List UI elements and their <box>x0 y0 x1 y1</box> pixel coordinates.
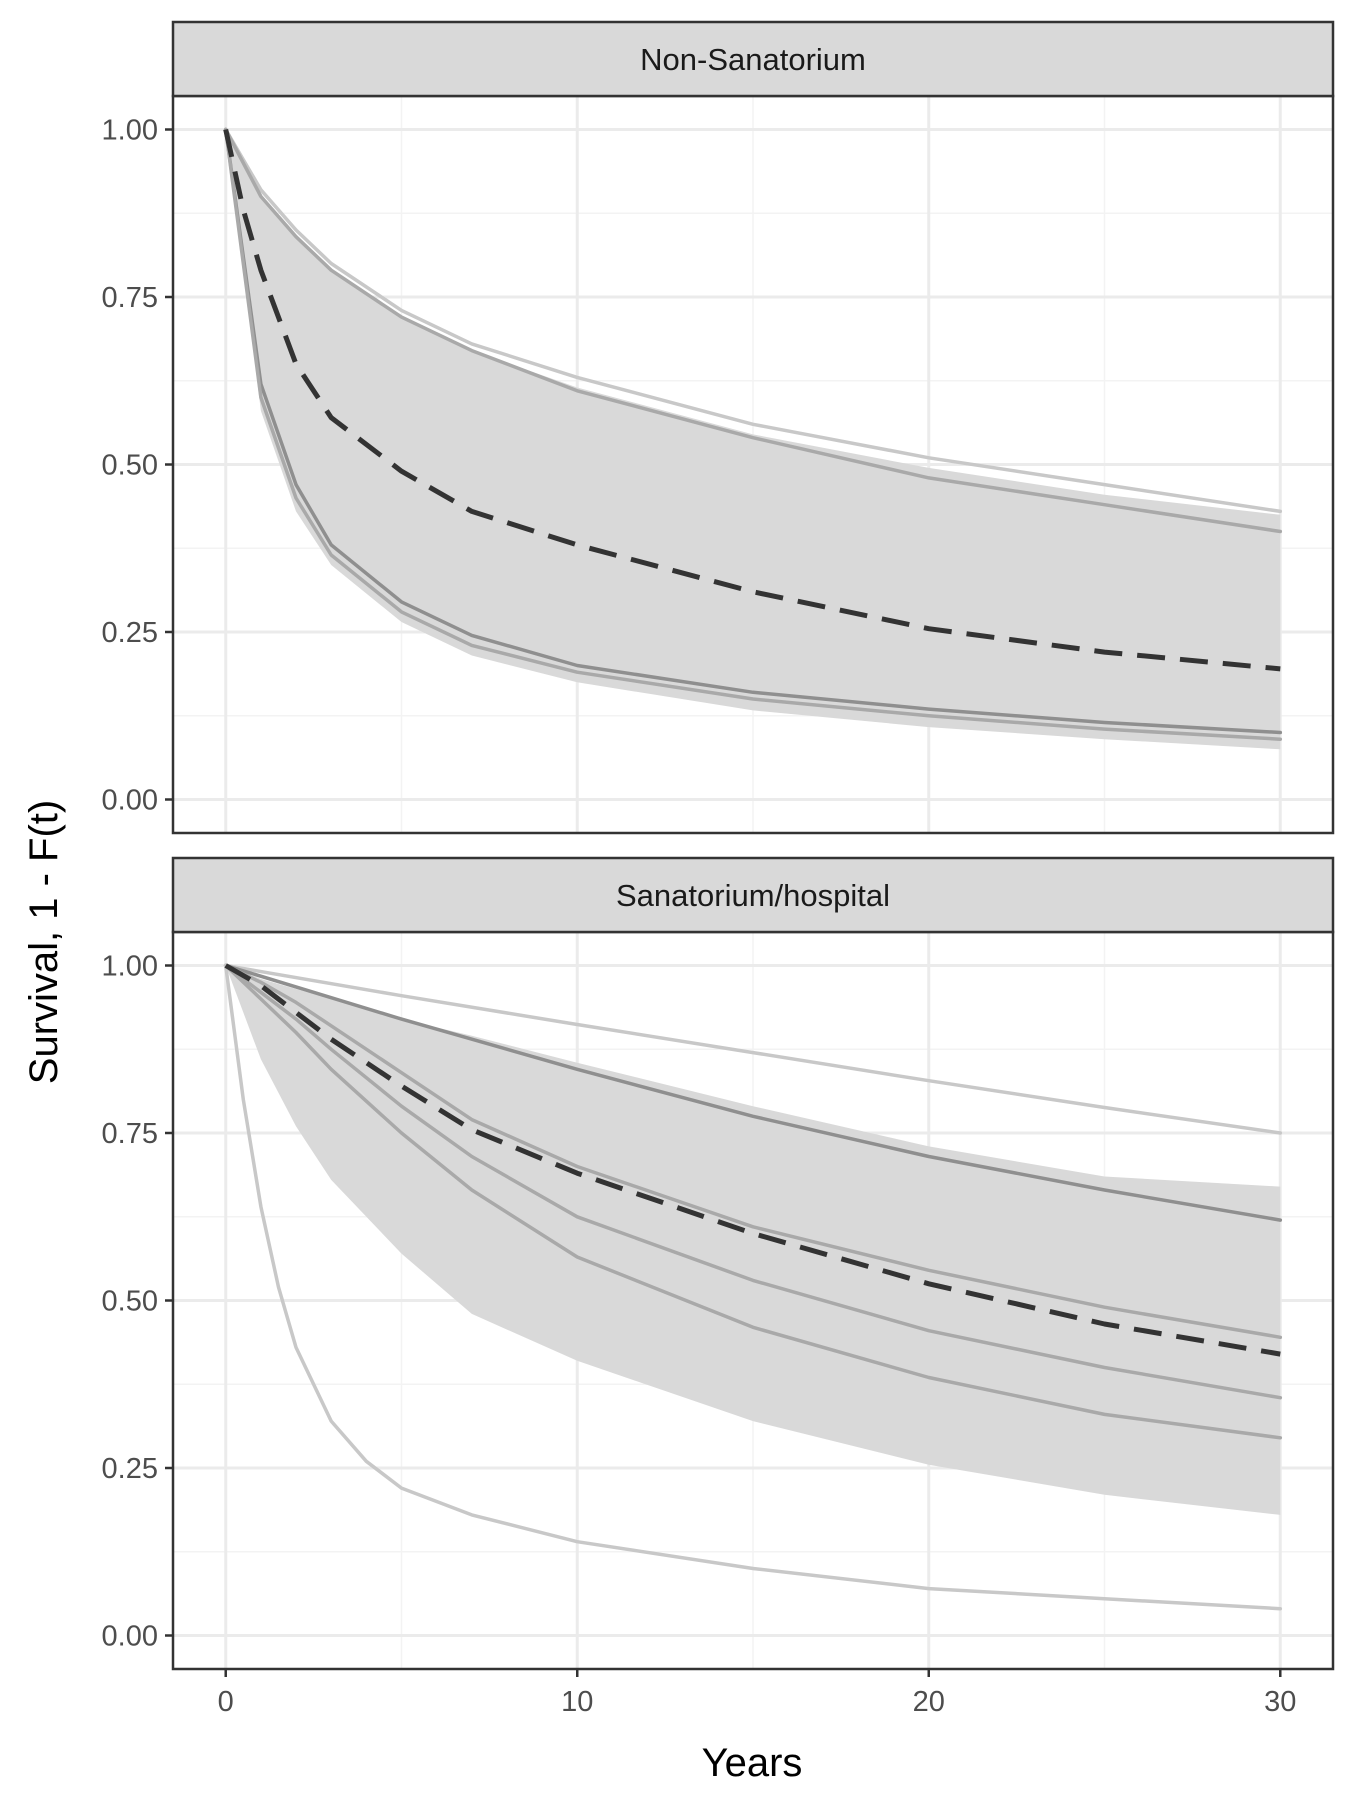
series-line-4 <box>223 127 1283 741</box>
series-line-2 <box>223 963 1283 1222</box>
y-tick-label: 0.00 <box>102 785 158 817</box>
series-line-2 <box>223 127 1283 534</box>
y-tick-label: 0.75 <box>102 282 158 314</box>
series-line-1 <box>223 963 1283 1135</box>
x-tick-label: 0 <box>218 1686 234 1718</box>
confidence-band <box>225 965 1281 1515</box>
series-line-1 <box>223 127 1283 514</box>
facet-strip-label: Non-Sanatorium <box>640 42 866 77</box>
dashed-series-line <box>223 128 1281 672</box>
x-tick-label: 10 <box>561 1686 593 1718</box>
y-tick-label: 1.00 <box>102 115 158 147</box>
series-line-4 <box>223 963 1283 1400</box>
y-tick-label: 0.00 <box>102 1621 158 1653</box>
facet-strip <box>171 20 1335 98</box>
series-line-3 <box>223 127 1283 735</box>
series-line-5 <box>223 963 1283 1440</box>
x-axis-title: Years <box>702 1741 803 1785</box>
panel-1: Non-Sanatorium 0.00 0.25 0.50 0.75 1.00 <box>102 20 1335 835</box>
dashed-series-line <box>224 963 1281 1357</box>
panel-2: Sanatorium/hospital 0.00 0.25 0.50 0.75 1.00 0… <box>102 856 1335 1718</box>
y-tick-label: 0.25 <box>102 617 158 649</box>
y-tick-label: 0.75 <box>102 1118 158 1150</box>
y-tick-label: 0.25 <box>102 1453 158 1485</box>
facet-strip-label: Sanatorium/hospital <box>616 878 890 913</box>
y-axis-title: Survival, 1 - F(t) <box>22 800 66 1084</box>
facet-strip <box>171 856 1335 934</box>
series-line-6 <box>223 963 1283 1611</box>
series-line-3 <box>223 963 1283 1340</box>
y-tick-label: 0.50 <box>102 450 158 482</box>
x-tick-label: 20 <box>913 1686 945 1718</box>
x-tick-label: 30 <box>1264 1686 1296 1718</box>
panels-layer: Non-Sanatorium0.000.250.500.751.00Sanato… <box>102 20 1335 1718</box>
y-tick-label: 0.50 <box>102 1286 158 1318</box>
y-tick-label: 1.00 <box>102 951 158 983</box>
